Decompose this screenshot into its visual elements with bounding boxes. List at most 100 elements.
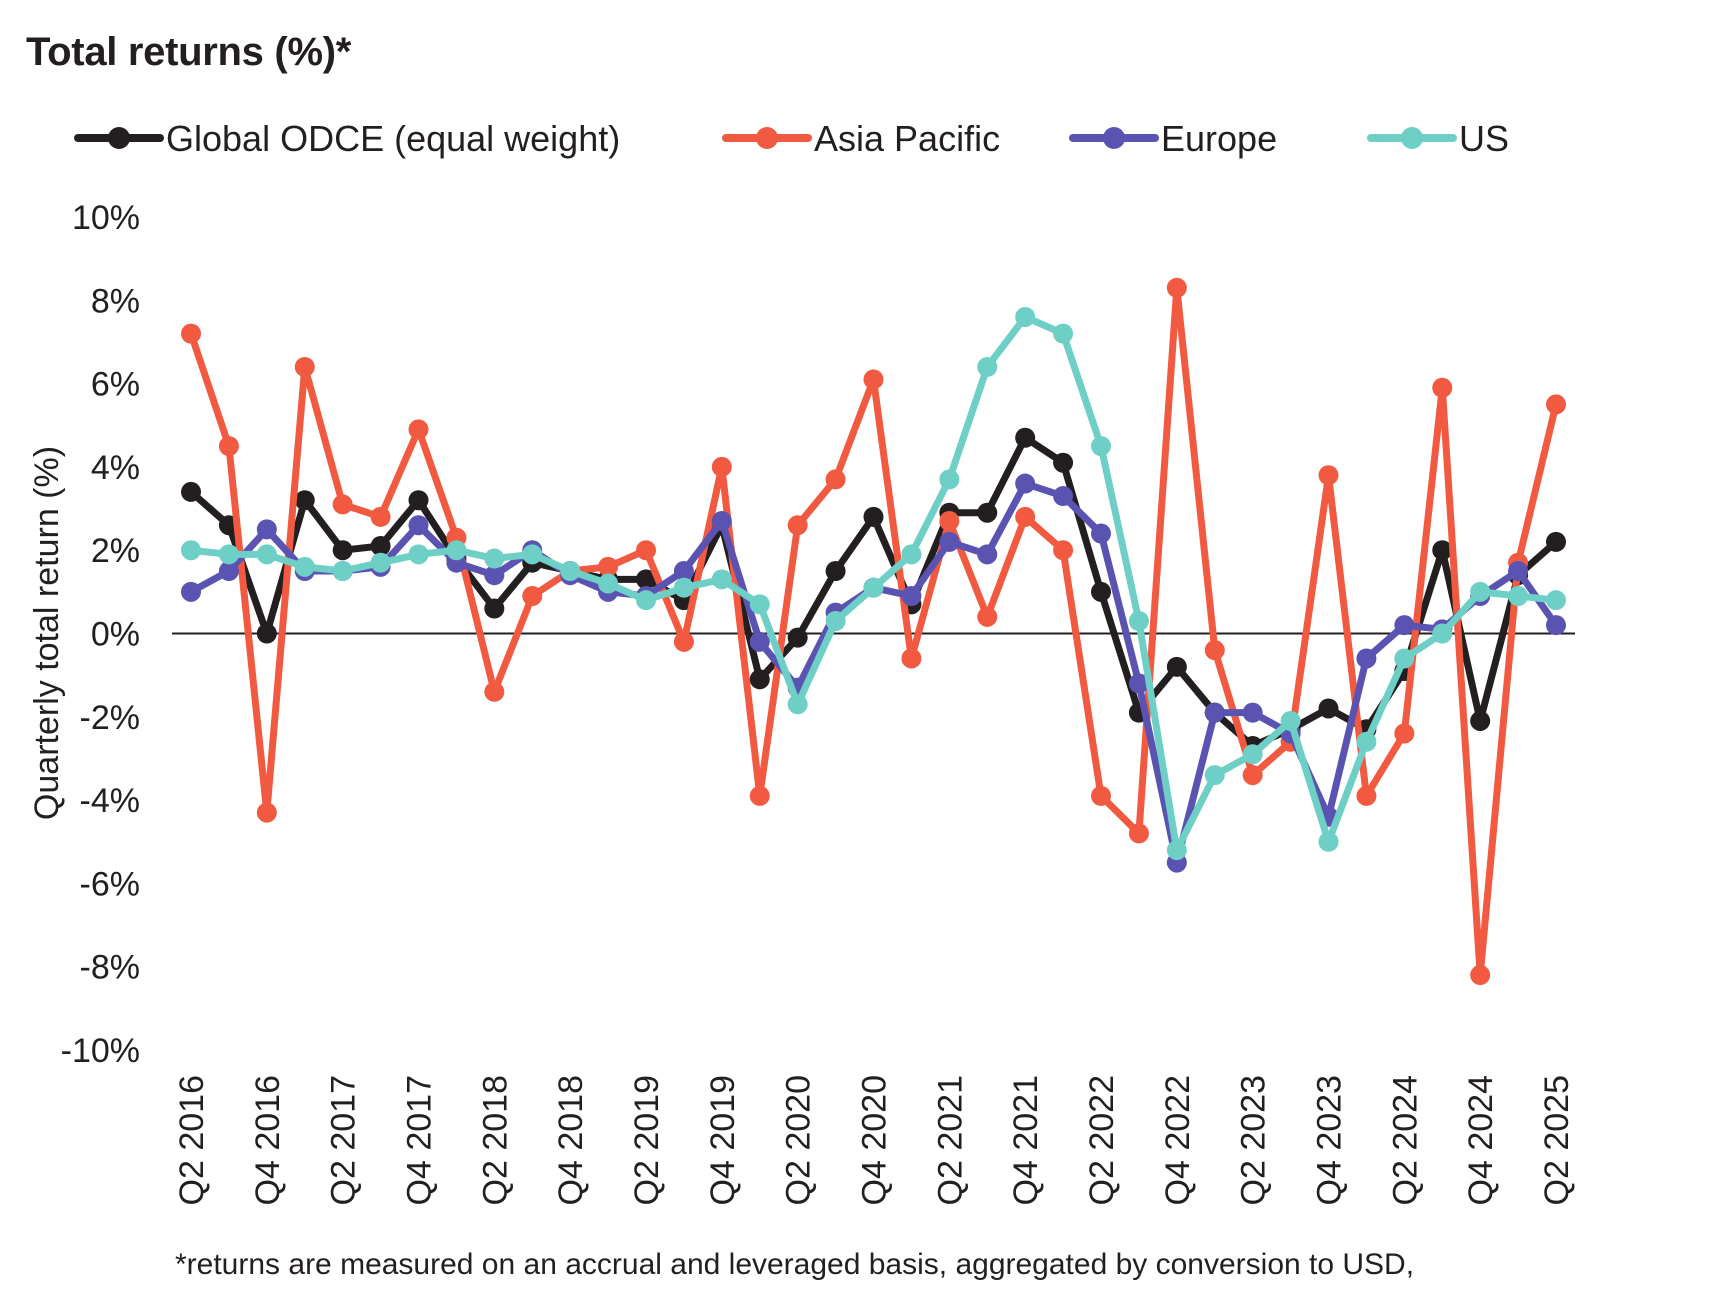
data-point bbox=[787, 515, 808, 536]
y-tick-label: 8% bbox=[91, 282, 140, 320]
data-point bbox=[939, 511, 960, 532]
data-point bbox=[1166, 840, 1187, 861]
data-point bbox=[1204, 765, 1225, 786]
data-point bbox=[1091, 785, 1111, 806]
y-tick-label: -8% bbox=[80, 949, 140, 987]
y-axis-title: Quarterly total return (%) bbox=[28, 446, 66, 820]
data-point bbox=[484, 681, 505, 702]
data-point bbox=[787, 627, 808, 648]
legend-swatch-marker bbox=[108, 127, 130, 149]
data-point bbox=[1432, 540, 1453, 561]
data-point bbox=[1508, 561, 1529, 582]
data-point bbox=[1091, 436, 1111, 457]
y-tick-label: 0% bbox=[91, 616, 140, 654]
data-point bbox=[901, 648, 922, 669]
data-point bbox=[484, 548, 505, 569]
data-point bbox=[673, 577, 694, 598]
data-point bbox=[370, 536, 391, 557]
data-point bbox=[749, 594, 770, 615]
x-tick-label: Q4 2016 bbox=[249, 1075, 287, 1205]
data-point bbox=[484, 565, 505, 586]
data-point bbox=[636, 590, 656, 611]
series-line bbox=[187, 284, 1560, 979]
data-point bbox=[1546, 615, 1566, 636]
data-point bbox=[408, 490, 429, 511]
data-point bbox=[1015, 506, 1036, 527]
x-axis: Q2 2016 Q4 2016 Q2 2017 Q4 2017 Q2 2018 Q4 20… bbox=[173, 1075, 1576, 1205]
data-point bbox=[1128, 823, 1149, 844]
legend-label: Asia Pacific bbox=[814, 118, 1001, 159]
data-point bbox=[1318, 831, 1339, 852]
data-point bbox=[522, 586, 543, 607]
data-point bbox=[673, 631, 694, 652]
y-tick-label: -6% bbox=[80, 865, 140, 903]
data-point bbox=[1091, 523, 1111, 544]
data-point bbox=[1242, 744, 1263, 765]
data-point bbox=[1470, 710, 1491, 731]
data-point bbox=[977, 606, 998, 627]
data-point bbox=[294, 556, 315, 577]
data-point bbox=[218, 436, 239, 457]
data-point bbox=[825, 469, 846, 490]
data-point bbox=[1204, 702, 1225, 723]
data-point bbox=[1091, 581, 1111, 602]
x-tick-label: Q4 2022 bbox=[1159, 1075, 1197, 1205]
data-point bbox=[1508, 586, 1529, 607]
chart-footnote: *returns are measured on an accrual and … bbox=[175, 1248, 1415, 1281]
y-tick-label: -10% bbox=[61, 1032, 140, 1070]
data-point bbox=[711, 511, 732, 532]
data-point bbox=[181, 581, 201, 602]
data-point bbox=[749, 631, 770, 652]
data-point bbox=[408, 515, 429, 536]
data-point bbox=[673, 561, 694, 582]
data-point bbox=[598, 573, 619, 594]
x-tick-label: Q2 2023 bbox=[1235, 1075, 1273, 1205]
data-point bbox=[1053, 452, 1074, 473]
data-point bbox=[1053, 323, 1074, 344]
x-tick-label: Q2 2020 bbox=[780, 1075, 818, 1205]
legend-label: Europe bbox=[1161, 118, 1278, 159]
x-tick-label: Q2 2018 bbox=[476, 1075, 514, 1205]
x-tick-label: Q4 2021 bbox=[1007, 1075, 1045, 1205]
y-tick-label: -2% bbox=[80, 699, 140, 737]
data-point bbox=[636, 569, 656, 590]
data-point bbox=[560, 561, 581, 582]
data-point bbox=[863, 369, 884, 390]
y-tick-label: 4% bbox=[91, 449, 140, 487]
data-point bbox=[939, 531, 960, 552]
data-point bbox=[939, 469, 960, 490]
data-point bbox=[1128, 611, 1149, 632]
legend-swatch bbox=[1069, 127, 1159, 149]
legend-swatch-marker bbox=[1103, 127, 1125, 149]
data-point bbox=[408, 419, 429, 440]
data-point bbox=[1356, 648, 1377, 669]
data-point bbox=[484, 598, 505, 619]
series-1 bbox=[181, 277, 1566, 986]
data-point bbox=[332, 494, 353, 515]
data-point bbox=[1015, 306, 1036, 327]
data-point bbox=[181, 481, 201, 502]
legend-swatch-marker bbox=[756, 127, 778, 149]
chart-legend: Global ODCE (equal weight) Asia Pacific Eu… bbox=[74, 110, 1674, 166]
data-point bbox=[370, 552, 391, 573]
data-point bbox=[1280, 710, 1301, 731]
x-tick-label: Q4 2017 bbox=[401, 1075, 439, 1205]
x-tick-label: Q2 2024 bbox=[1386, 1075, 1424, 1205]
data-point bbox=[1546, 394, 1566, 415]
data-point bbox=[218, 561, 239, 582]
data-point bbox=[1394, 723, 1415, 744]
data-point bbox=[1015, 473, 1036, 494]
x-tick-label: Q4 2023 bbox=[1311, 1075, 1349, 1205]
data-point bbox=[1356, 785, 1377, 806]
data-point bbox=[256, 519, 277, 540]
data-point bbox=[294, 356, 315, 377]
y-tick-label: 6% bbox=[91, 366, 140, 404]
data-point bbox=[256, 623, 277, 644]
data-point bbox=[1242, 765, 1263, 786]
legend-label: US bbox=[1459, 118, 1510, 159]
x-tick-label: Q4 2024 bbox=[1462, 1075, 1500, 1205]
x-tick-label: Q2 2019 bbox=[628, 1075, 666, 1205]
data-point bbox=[901, 544, 922, 565]
